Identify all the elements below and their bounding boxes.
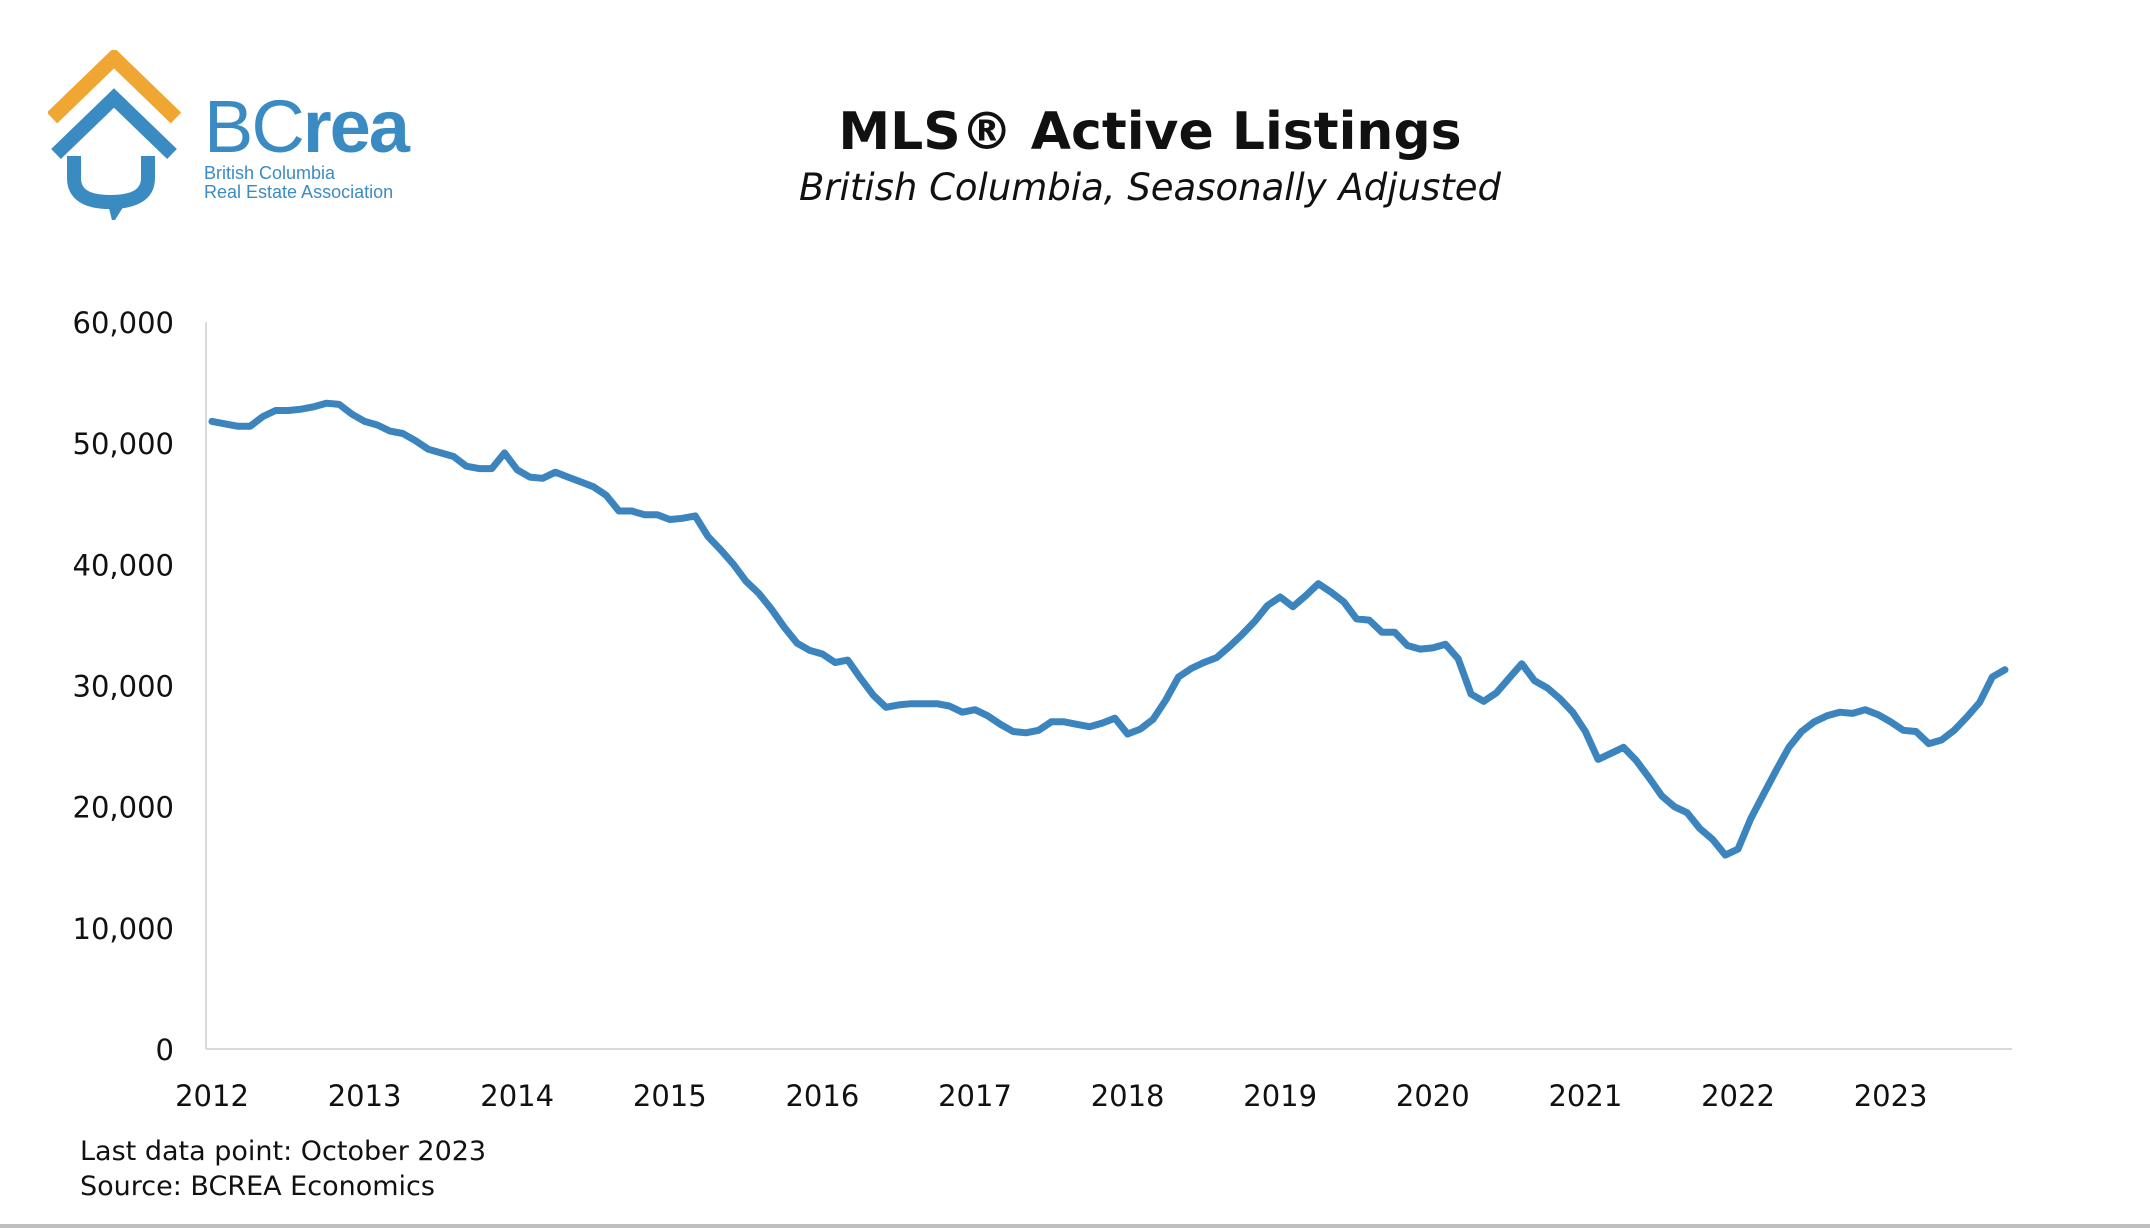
y-axis-ticks: 0 10,000 20,000 30,000 40,000 50,000 60,000 [73,306,174,1067]
y-tick-label: 60,000 [73,306,174,340]
x-tick-label: 2023 [1854,1079,1928,1113]
last-data-point-note: Last data point: October 2023 [80,1136,487,1167]
y-tick-label: 30,000 [73,670,174,704]
x-tick-label: 2015 [633,1079,707,1113]
x-tick-label: 2018 [1091,1079,1165,1113]
logo-line-1: British Columbia [204,163,336,183]
roof-icon [48,50,182,124]
chart-subtitle: British Columbia, Seasonally Adjusted [798,166,1502,209]
x-tick-label: 2016 [785,1079,859,1113]
x-tick-label: 2012 [175,1079,249,1113]
y-tick-label: 50,000 [73,427,174,461]
x-tick-label: 2022 [1701,1079,1775,1113]
x-tick-label: 2014 [480,1079,554,1113]
source-note: Source: BCREA Economics [80,1171,435,1202]
chart-title: MLS® Active Listings [838,102,1462,162]
x-tick-label: 2013 [328,1079,402,1113]
y-tick-label: 10,000 [73,912,174,946]
logo-line-2: Real Estate Association [204,182,394,202]
y-tick-label: 40,000 [73,548,174,582]
logo-word-bc: BC [204,85,305,168]
series-line-active-listings [208,399,2009,859]
y-tick-label: 0 [156,1033,174,1067]
chart-axes [205,322,2012,1050]
bottom-divider [0,1224,2150,1228]
x-tick-label: 2021 [1548,1079,1622,1113]
x-tick-label: 2017 [938,1079,1012,1113]
logo-word-rea: rea [302,85,410,168]
house-icon [48,50,182,220]
x-tick-label: 2020 [1396,1079,1470,1113]
house-outline-icon [51,88,177,160]
bcrea-logo: BCrea British Columbia Real Estate Assoc… [48,50,428,220]
y-tick-label: 20,000 [73,791,174,825]
x-tick-label: 2019 [1243,1079,1317,1113]
x-axis-ticks: 2012 2013 2014 2015 2016 2017 2018 2019 2020 2021… [175,1079,1927,1113]
chart-footer: Last data point: October 2023 Source: BC… [80,1134,486,1204]
chart-heading: MLS® Active Listings British Columbia, S… [600,100,1700,212]
series-group [208,399,2009,859]
logo-wordmark: BCrea British Columbia Real Estate Assoc… [204,90,410,202]
